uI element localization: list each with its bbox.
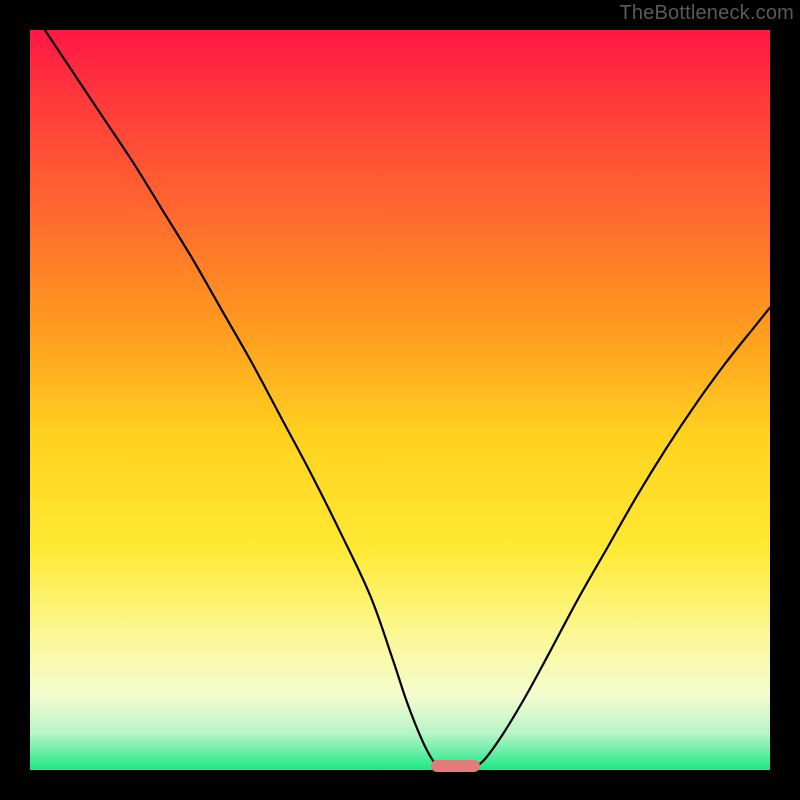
optimal-zone-marker [431, 760, 479, 772]
chart-frame: TheBottleneck.com [0, 0, 800, 800]
series-right-curve [474, 308, 770, 768]
series-left-curve [45, 30, 441, 768]
plot-area [30, 30, 770, 770]
curves-svg [30, 30, 770, 770]
watermark-text: TheBottleneck.com [619, 2, 794, 25]
